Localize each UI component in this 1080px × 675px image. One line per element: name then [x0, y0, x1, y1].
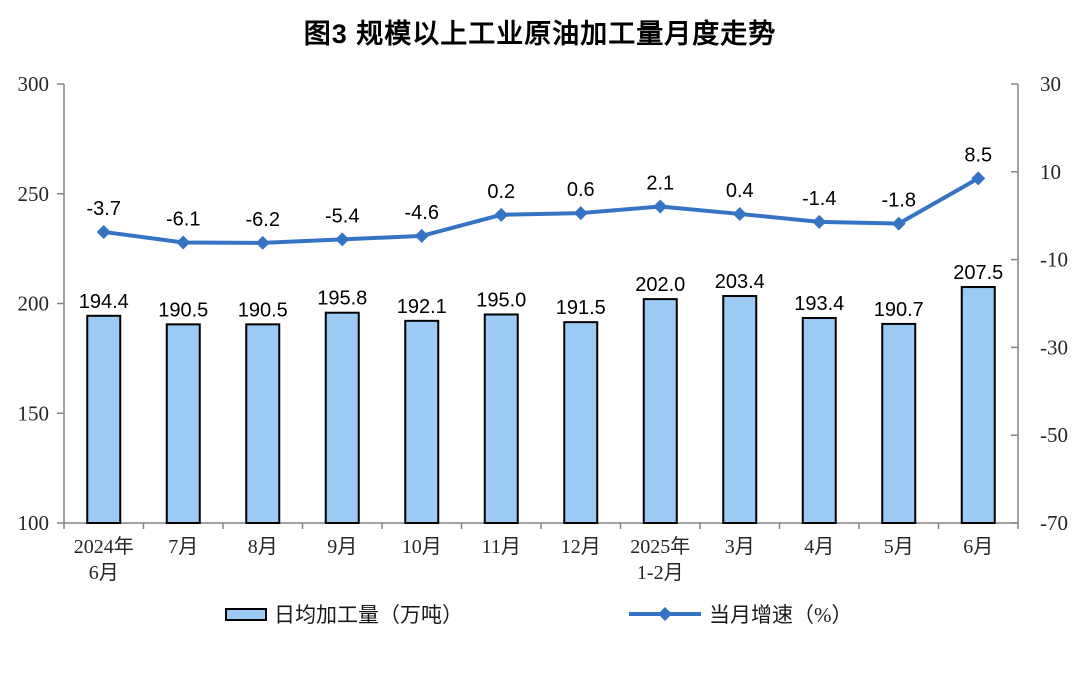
legend-line-item: 当月增速（%） [628, 601, 853, 627]
bar-value-label: 207.5 [953, 262, 1003, 284]
bar [801, 316, 837, 524]
x-tick-label: 6月 [963, 536, 993, 558]
x-tick-label: 12月 [561, 536, 601, 558]
bar-series-swatch [225, 607, 267, 621]
y-tick-label-left: 300 [18, 72, 50, 96]
x-tick-label: 1-2月 [637, 562, 684, 584]
line-point-marker [96, 224, 111, 239]
bar-value-label: 195.0 [476, 289, 526, 311]
x-tick-label: 2025年 [630, 535, 690, 558]
line-point-marker [255, 235, 270, 250]
bar-value-label: 192.1 [397, 296, 447, 318]
line-point-marker [971, 171, 986, 186]
bar [404, 319, 440, 525]
bar [483, 313, 519, 524]
y-tick-label-right: -50 [1040, 423, 1068, 447]
line-point-marker [494, 207, 509, 222]
line-point-marker [812, 214, 827, 229]
y-tick-label-right: 30 [1040, 72, 1061, 96]
x-tick-label: 9月 [327, 536, 357, 558]
line-value-label: -6.2 [246, 209, 280, 231]
x-tick-label: 6月 [89, 562, 119, 584]
bar-value-label: 190.5 [158, 299, 208, 321]
line-point-marker [573, 206, 588, 221]
line-point-marker [335, 232, 350, 247]
bar [881, 322, 917, 525]
bar-value-label: 191.5 [556, 297, 606, 319]
bar-series-label: 日均加工量（万吨） [274, 603, 463, 627]
line-value-label: 0.6 [567, 179, 595, 201]
y-tick-label-left: 150 [18, 401, 50, 425]
line-value-label: 2.1 [646, 172, 674, 194]
x-tick-label: 10月 [402, 536, 442, 558]
line-value-label: -5.4 [325, 205, 359, 227]
x-tick-label: 5月 [884, 536, 914, 558]
y-tick-label-left: 250 [18, 182, 50, 206]
line-point-marker [732, 206, 747, 221]
y-tick-label-right: -70 [1040, 511, 1068, 535]
line-value-label: -1.4 [802, 188, 836, 210]
bar [324, 311, 360, 524]
bar-value-label: 203.4 [715, 271, 765, 293]
line-series-label: 当月增速（%） [709, 603, 853, 627]
bar [642, 298, 678, 524]
line-value-label: 0.4 [726, 180, 754, 202]
line-series-swatch [629, 607, 701, 621]
y-tick-label-right: -10 [1040, 248, 1068, 272]
bar [563, 321, 599, 524]
bar-value-label: 193.4 [794, 293, 844, 315]
bar-value-label: 202.0 [635, 274, 685, 296]
chart-title: 图3 规模以上工业原油加工量月度走势 [303, 19, 777, 49]
line-point-marker [176, 235, 191, 250]
line-point-marker [414, 228, 429, 243]
line-point-marker [653, 199, 668, 214]
x-tick-label: 7月 [168, 536, 198, 558]
bar [165, 323, 201, 525]
line-value-label: -6.1 [166, 208, 200, 230]
bar-value-label: 195.8 [317, 288, 367, 310]
legend-bar-item: 日均加工量（万吨） [225, 601, 463, 627]
line-value-label: -3.7 [87, 198, 121, 220]
y-tick-label-left: 100 [18, 511, 50, 535]
x-tick-label: 11月 [482, 536, 521, 558]
line-value-label: 8.5 [964, 144, 992, 166]
line-value-label: 0.2 [487, 181, 515, 203]
bar [245, 323, 281, 525]
line-value-label: -1.8 [882, 190, 916, 212]
x-tick-label: 8月 [248, 536, 278, 558]
bar [722, 295, 758, 524]
line-point-marker [891, 216, 906, 231]
bar [86, 314, 122, 524]
line-value-label: -4.6 [405, 202, 439, 224]
bar [960, 286, 996, 524]
bar-value-label: 190.5 [238, 299, 288, 321]
x-tick-label: 4月 [804, 536, 834, 558]
x-tick-label: 3月 [725, 536, 755, 558]
bar-value-label: 194.4 [79, 291, 129, 313]
line-series [101, 176, 981, 245]
x-tick-label: 2024年 [74, 535, 134, 558]
y-tick-label-left: 200 [18, 292, 50, 316]
y-tick-label-right: 10 [1040, 160, 1061, 184]
bar-value-label: 190.7 [874, 299, 924, 321]
y-tick-label-right: -30 [1040, 335, 1068, 359]
